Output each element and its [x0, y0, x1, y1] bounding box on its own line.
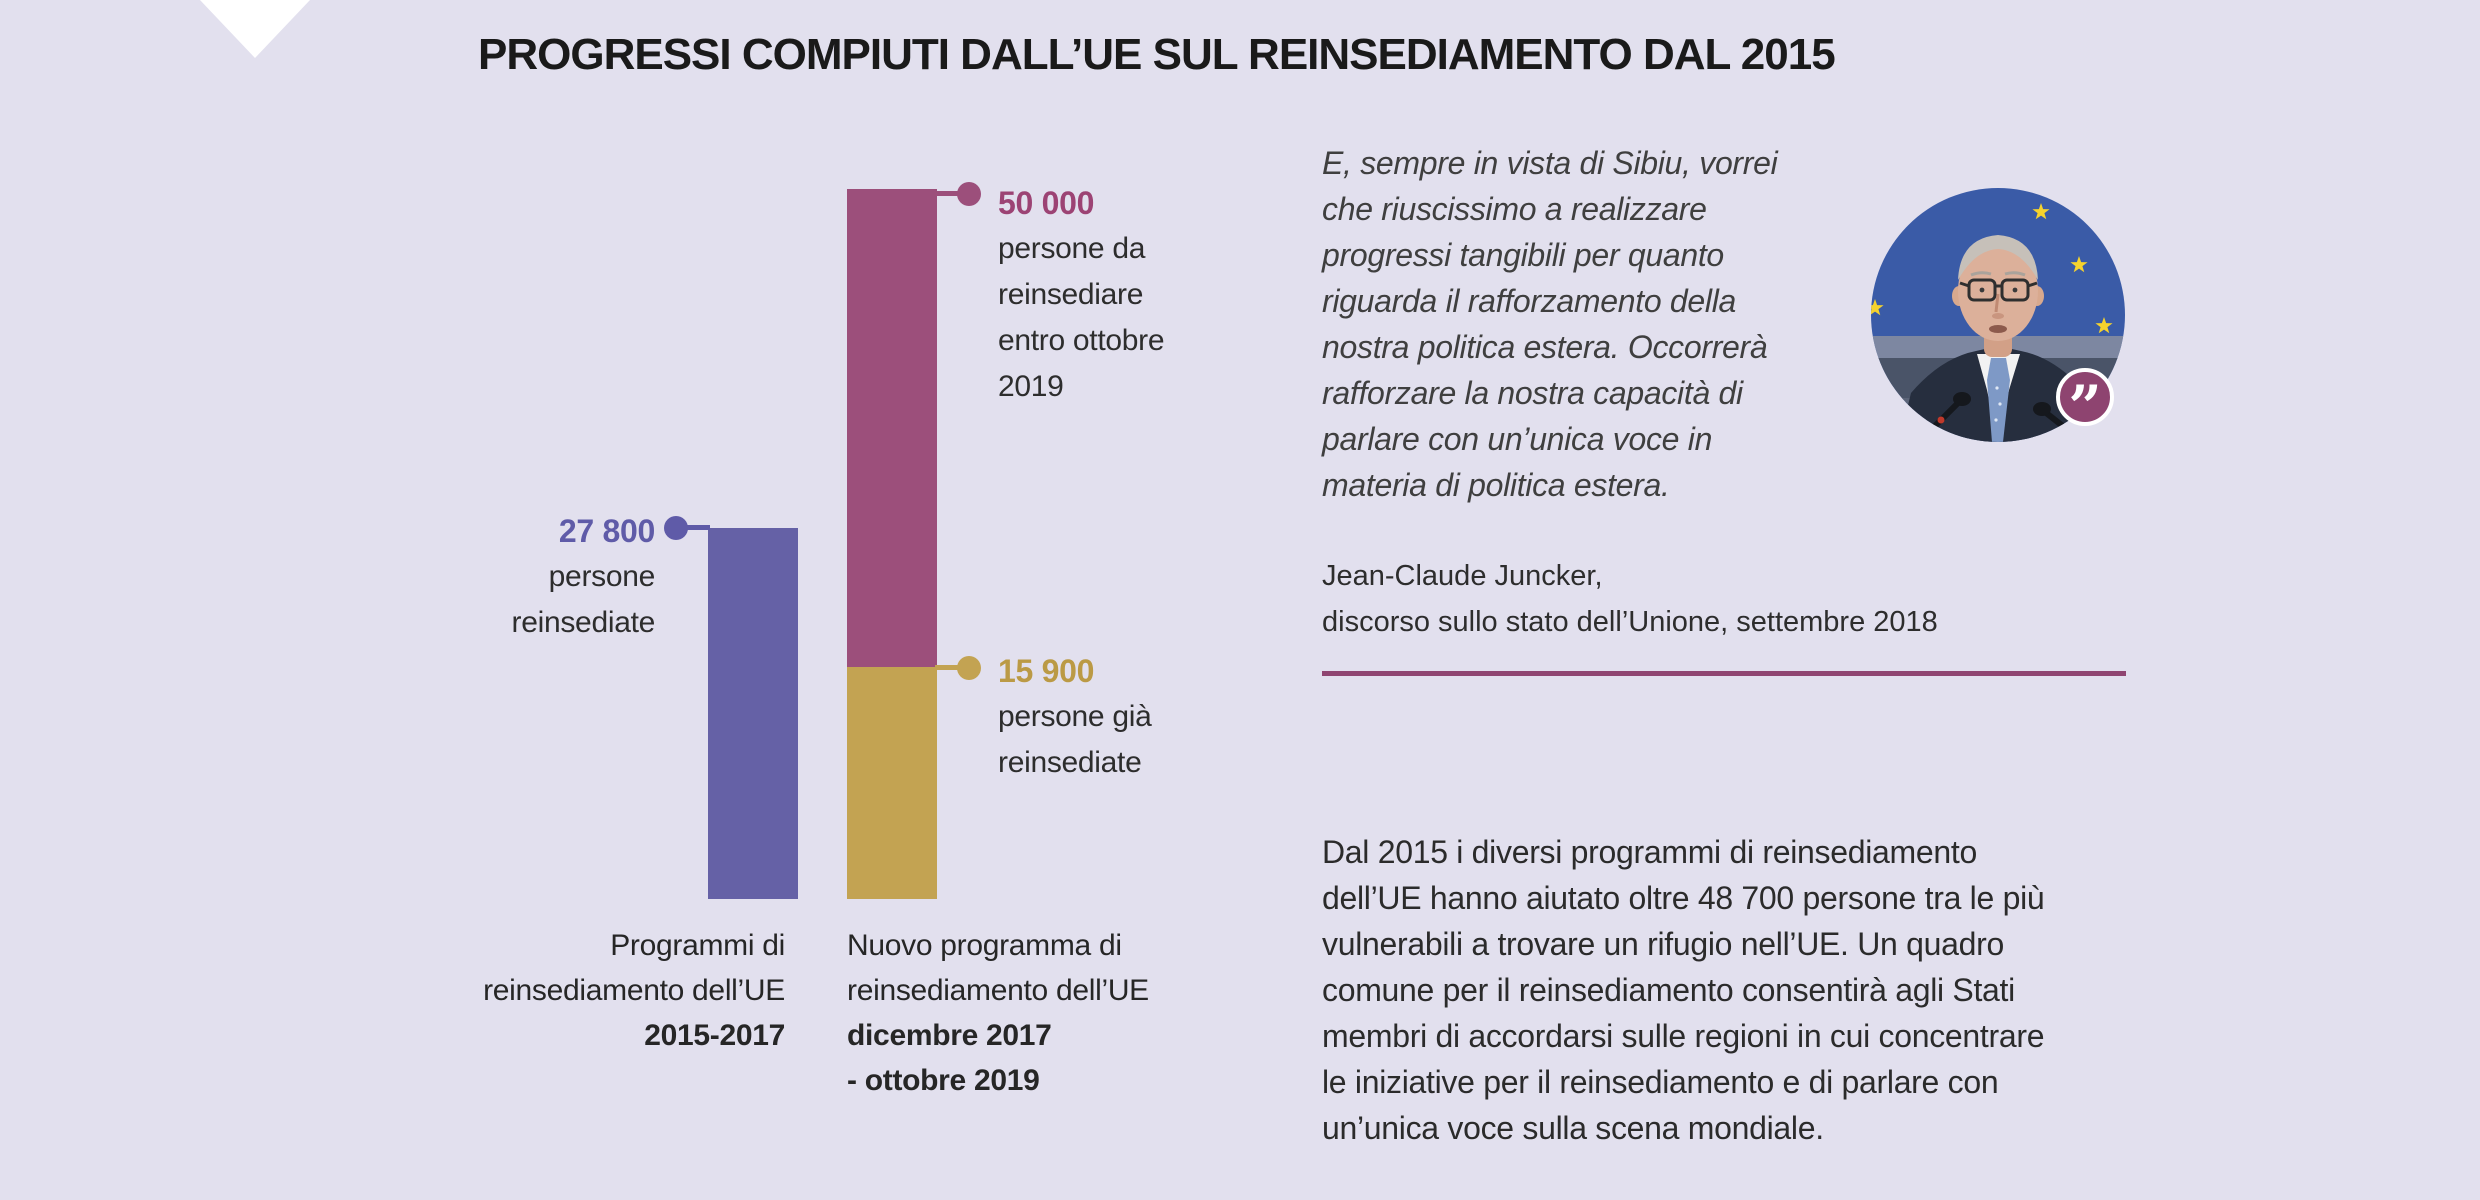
bar-new-programme-resettled-segment: [847, 667, 937, 899]
chevron-decoration: [200, 0, 310, 58]
marker-dot-50000: [957, 182, 981, 206]
attribution-source: discorso sullo stato dell’Unione, settem…: [1322, 606, 1938, 638]
category-label-2015-2017: Programmi di reinsediamento dell’UE 2015…: [483, 929, 785, 1052]
quote-badge: ”: [2056, 368, 2114, 426]
page-title: PROGRESSI COMPIUTI DALL’UE SUL REINSEDIA…: [478, 30, 1836, 79]
value-label-50000: 50 000 persone da reinsediare entro otto…: [998, 180, 1165, 410]
eu-star: [2095, 317, 2113, 334]
value-50000: 50 000: [998, 185, 1095, 221]
eu-star: [2070, 256, 2088, 273]
divider-line: [1322, 671, 2126, 676]
quote-attribution: Jean-Claude Juncker, discorso sullo stat…: [1322, 553, 1938, 645]
value-27800: 27 800: [558, 513, 655, 549]
value-label-15900: 15 900 persone già reinsediate: [998, 648, 1152, 786]
value-label-27800: 27 800 persone reinsediate: [355, 508, 656, 646]
marker-line-27800: [674, 525, 710, 530]
body-paragraph: Dal 2015 i diversi programmi di reinsedi…: [1322, 834, 2045, 1146]
marker-line-50000: [935, 191, 969, 196]
eu-star: [2032, 203, 2050, 220]
marker-dot-15900: [957, 656, 981, 680]
glasses-icon: [1959, 278, 2038, 302]
eu-star: [1871, 299, 1884, 316]
marker-line-15900: [935, 665, 969, 670]
bar-eu-programmes-2015-2017: [708, 528, 798, 899]
category-label-new-programme: Nuovo programma di reinsediamento dell’U…: [847, 929, 1149, 1097]
attribution-name: Jean-Claude Juncker,: [1322, 560, 1603, 592]
quote-text: E, sempre in vista di Sibiu, vorrei che …: [1322, 145, 1778, 503]
bar-new-programme-target-segment: [847, 189, 937, 667]
portrait-person: [1899, 235, 2097, 442]
quote-icon: ”: [2068, 373, 2102, 426]
marker-dot-27800: [664, 516, 688, 540]
value-15900: 15 900: [998, 653, 1095, 689]
